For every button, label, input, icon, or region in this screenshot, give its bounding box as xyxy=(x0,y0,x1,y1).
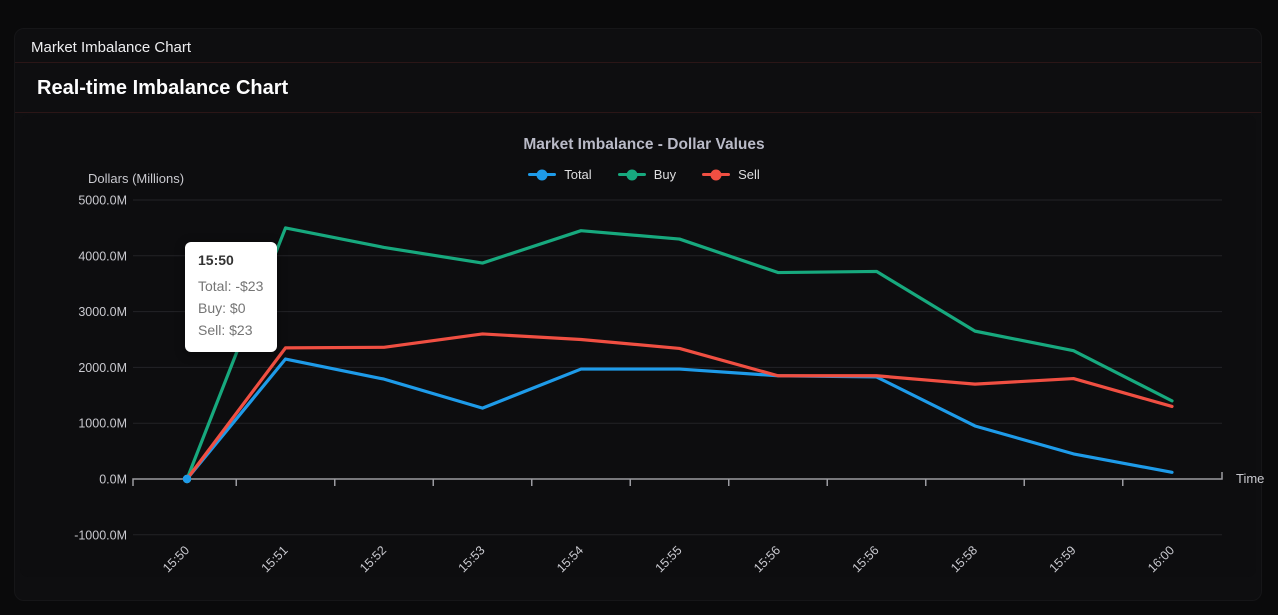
x-tick-label: 16:00 xyxy=(1145,543,1177,575)
x-tick-label: 15:51 xyxy=(259,543,291,575)
x-axis-title: Time xyxy=(1236,471,1265,486)
legend-label-sell: Sell xyxy=(738,167,760,182)
chart-legend: Total Buy Sell xyxy=(24,167,1264,182)
x-tick-label: 15:58 xyxy=(948,543,980,575)
x-axis-line xyxy=(132,472,1223,486)
total-series-marker-icon xyxy=(528,169,557,180)
x-tick-label: 15:56 xyxy=(850,543,882,575)
legend-label-total: Total xyxy=(564,167,592,182)
series-line-sell[interactable] xyxy=(185,332,1174,481)
sell-series-marker-icon xyxy=(702,169,731,180)
x-tick-label: 15:59 xyxy=(1047,543,1079,575)
chart-title: Market Imbalance - Dollar Values xyxy=(523,136,765,153)
x-tick-label: 15:50 xyxy=(160,543,192,575)
y-tick-label: 3000.0M xyxy=(78,305,127,319)
y-tick-label: 5000.0M xyxy=(78,194,127,208)
series-line-buy[interactable] xyxy=(185,226,1174,481)
tooltip-buy-value: Buy: $0 xyxy=(198,300,246,316)
y-tick-label: 4000.0M xyxy=(78,249,127,263)
buy-series-marker-icon xyxy=(617,169,646,180)
x-tick-label: 15:56 xyxy=(751,543,783,575)
y-tick-label: 2000.0M xyxy=(78,361,127,375)
y-tick-label: 0.0M xyxy=(99,473,127,487)
legend-item-buy[interactable]: Buy xyxy=(617,167,677,182)
legend-item-total[interactable]: Total xyxy=(528,167,592,182)
tooltip-total-value: Total: -$23 xyxy=(198,278,264,294)
chart-tooltip: 15:50 Total: -$23 Buy: $0 Sell: $23 xyxy=(185,242,277,352)
tooltip-time: 15:50 xyxy=(198,252,234,268)
y-tick-label: 1000.0M xyxy=(78,417,127,431)
window-title: Market Imbalance Chart xyxy=(15,29,1261,63)
tooltip-sell-value: Sell: $23 xyxy=(198,322,253,338)
legend-item-sell[interactable]: Sell xyxy=(702,167,760,182)
series-line-total[interactable] xyxy=(185,357,1174,481)
x-tick-label: 15:54 xyxy=(554,543,586,575)
legend-label-buy: Buy xyxy=(653,167,677,182)
y-tick-label: -1000.0M xyxy=(74,528,127,542)
x-tick-label: 15:52 xyxy=(357,543,389,575)
x-tick-label: 15:55 xyxy=(653,543,685,575)
page-title: Real-time Imbalance Chart xyxy=(15,63,1261,113)
x-tick-label: 15:53 xyxy=(456,543,488,575)
active-point-total xyxy=(182,474,192,484)
y-axis-title: Dollars (Millions) xyxy=(88,171,185,186)
